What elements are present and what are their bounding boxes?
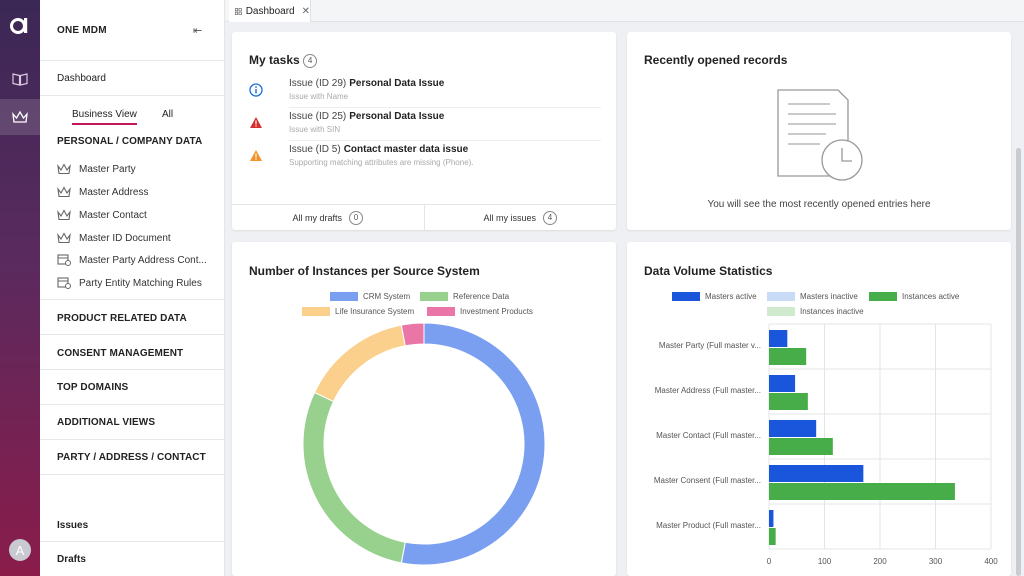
all-my-drafts-button[interactable]: All my drafts 0	[232, 205, 425, 230]
logo-icon[interactable]	[9, 14, 31, 36]
section-top-domains[interactable]: TOP DOMAINS	[57, 382, 129, 393]
error-icon	[250, 117, 262, 128]
sidebar-item-master-contact[interactable]: Master Contact	[57, 207, 217, 223]
sidebar-item-master-id-document[interactable]: Master ID Document	[57, 230, 217, 246]
x-tick-label: 400	[984, 557, 998, 566]
crown-icon[interactable]	[0, 99, 40, 135]
donut-slice-investment-products[interactable]	[400, 322, 425, 347]
my-tasks-card: My tasks 4 Issue (ID 29) Personal Data Is…	[232, 32, 616, 230]
section-personal-company-data[interactable]: PERSONAL / COMPANY DATA	[57, 136, 203, 147]
category-label: Master Product (Full master...	[656, 521, 761, 530]
task-item[interactable]: Issue (ID 5) Contact master data issue Su…	[249, 144, 599, 174]
task-count-badge: 4	[303, 53, 318, 68]
section-party-address-contact[interactable]: PARTY / ADDRESS / CONTACT	[57, 452, 206, 463]
bar-masters-active[interactable]	[769, 465, 864, 482]
legend-item[interactable]: CRM System	[330, 292, 410, 301]
donut-slice-life-insurance-system[interactable]	[313, 324, 406, 403]
sidebar-item-label: Master Party	[79, 163, 136, 175]
close-icon[interactable]: ✕	[301, 5, 310, 17]
category-label: Master Address (Full master...	[654, 386, 761, 395]
bar-masters-active[interactable]	[769, 330, 788, 347]
legend-item[interactable]: Life Insurance System	[302, 307, 414, 316]
sidebar-item-label: Party Entity Matching Rules	[79, 277, 202, 289]
sidebar-item-dashboard[interactable]: Dashboard	[57, 73, 106, 84]
sidebar-item-label: Master Address	[79, 186, 149, 198]
tab-all[interactable]: All	[162, 109, 174, 120]
x-tick-label: 300	[928, 557, 943, 566]
x-tick-label: 100	[817, 557, 832, 566]
crown-icon	[57, 163, 71, 175]
legend-item[interactable]: Masters inactive	[767, 292, 858, 301]
warning-icon	[250, 150, 262, 161]
book-icon[interactable]	[0, 61, 40, 97]
collapse-sidebar-icon[interactable]: ⇤	[193, 25, 203, 37]
card-title: My tasks 4	[249, 53, 318, 68]
bar-masters-active[interactable]	[769, 420, 817, 437]
legend-item[interactable]: Investment Products	[427, 307, 533, 316]
donut-chart	[302, 322, 546, 566]
legend-item[interactable]: Instances active	[869, 292, 959, 301]
info-icon	[249, 83, 263, 97]
sidebar-item-master-address[interactable]: Master Address	[57, 184, 217, 200]
bar-masters-active[interactable]	[769, 375, 796, 392]
bar-instances-active[interactable]	[769, 393, 808, 410]
bar-instances-active[interactable]	[769, 348, 807, 365]
section-consent-management[interactable]: CONSENT MANAGEMENT	[57, 348, 184, 359]
all-my-issues-button[interactable]: All my issues 4	[425, 205, 617, 230]
tab-label: Dashboard	[245, 5, 295, 17]
card-title: Number of Instances per Source System	[249, 264, 480, 278]
empty-state-text: You will see the most recently opened en…	[707, 199, 931, 210]
dashboard-icon	[235, 7, 242, 15]
card-title: Recently opened records	[644, 53, 788, 67]
sidebar-item-label: Master ID Document	[79, 232, 171, 244]
scrollbar[interactable]	[1016, 148, 1021, 576]
document-clock-icon	[777, 89, 863, 181]
sidebar-item-master-party-address-contact[interactable]: Master Party Address Cont...	[57, 252, 217, 268]
sidebar-item-label: Master Party Address Cont...	[79, 254, 207, 266]
tab-business-view[interactable]: Business View	[72, 109, 137, 125]
crown-icon	[57, 209, 71, 221]
legend-item[interactable]: Instances inactive	[767, 307, 864, 316]
sidebar-item-issues[interactable]: Issues	[57, 520, 89, 531]
donut-slice-crm-system[interactable]	[400, 322, 546, 566]
card-title: Data Volume Statistics	[644, 264, 773, 278]
crown-icon	[57, 186, 71, 198]
donut-slice-reference-data[interactable]	[302, 391, 406, 564]
table-view-icon	[57, 254, 71, 266]
tab-bar: Dashboard ✕	[225, 0, 1024, 22]
task-item[interactable]: Issue (ID 29) Personal Data Issue Issue w…	[249, 78, 599, 108]
sidebar-item-label: Master Contact	[79, 209, 147, 221]
category-label: Master Party (Full master v...	[658, 341, 761, 350]
bar-chart	[768, 323, 992, 550]
section-product-related-data[interactable]: PRODUCT RELATED DATA	[57, 313, 187, 324]
x-tick-label: 200	[873, 557, 887, 566]
table-view-icon	[57, 277, 71, 289]
bar-instances-active[interactable]	[769, 438, 833, 455]
crown-icon	[57, 232, 71, 244]
bar-instances-active[interactable]	[769, 483, 955, 500]
avatar[interactable]: A	[9, 539, 31, 561]
data-volume-card: Data Volume Statistics Masters active Ma…	[627, 242, 1011, 576]
sidebar-item-drafts[interactable]: Drafts	[57, 554, 86, 565]
section-additional-views[interactable]: ADDITIONAL VIEWS	[57, 417, 156, 428]
x-tick-label: 0	[766, 557, 772, 566]
task-item[interactable]: Issue (ID 25) Personal Data Issue Issue w…	[249, 111, 599, 141]
bar-instances-active[interactable]	[769, 528, 776, 545]
category-label: Master Consent (Full master...	[653, 476, 761, 485]
app-rail: A	[0, 0, 40, 576]
category-label: Master Contact (Full master...	[656, 431, 761, 440]
legend-item[interactable]: Masters active	[672, 292, 757, 301]
bar-masters-active[interactable]	[769, 510, 774, 527]
tab-dashboard[interactable]: Dashboard ✕	[229, 0, 311, 22]
legend-item[interactable]: Reference Data	[420, 292, 509, 301]
sidebar-item-master-party[interactable]: Master Party	[57, 161, 217, 177]
sidebar: ONE MDM ⇤ Dashboard Business View All PE…	[40, 0, 225, 576]
sidebar-item-party-entity-matching-rules[interactable]: Party Entity Matching Rules	[57, 275, 217, 291]
instances-chart-card: Number of Instances per Source System CR…	[232, 242, 616, 576]
app-title: ONE MDM	[57, 25, 107, 36]
recent-records-card: Recently opened records You will see the…	[627, 32, 1011, 230]
